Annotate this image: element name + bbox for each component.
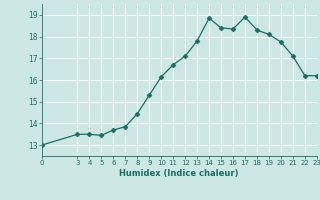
- X-axis label: Humidex (Indice chaleur): Humidex (Indice chaleur): [119, 169, 239, 178]
